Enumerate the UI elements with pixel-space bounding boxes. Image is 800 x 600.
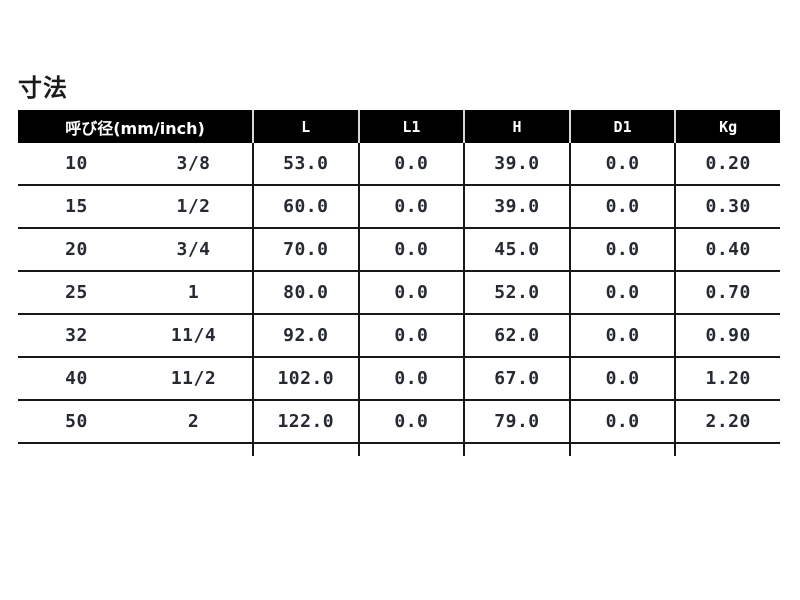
cell-H: 52.0 — [463, 272, 569, 313]
table-row: 15 1/2 60.0 0.0 39.0 0.0 0.30 — [18, 186, 780, 229]
cell-mm: 32 — [65, 325, 88, 346]
cell-D1: 0.0 — [568, 401, 675, 442]
header-cell-Kg: Kg — [674, 110, 780, 143]
stub-cell — [463, 444, 569, 456]
cell-inch: 1/2 — [176, 196, 211, 217]
cell-inch: 11/4 — [170, 325, 217, 346]
cell-Kg: 0.30 — [674, 186, 780, 227]
cell-Kg: 0.70 — [674, 272, 780, 313]
cell-H: 45.0 — [463, 229, 569, 270]
cell-L1: 0.0 — [357, 315, 464, 356]
cell-Kg: 1.20 — [674, 358, 780, 399]
cell-Kg: 0.90 — [674, 315, 780, 356]
cutoff-row-stubs — [18, 444, 780, 456]
cell-mm: 50 — [65, 411, 88, 432]
cell-Kg: 0.20 — [674, 143, 780, 184]
dimensions-table: 呼び径(mm/inch) L L1 H D1 Kg 10 3/8 53.0 0.… — [18, 110, 780, 456]
stub-cell — [18, 444, 252, 456]
stub-cell — [568, 444, 675, 456]
cell-inch: 1 — [187, 282, 200, 303]
table-body: 10 3/8 53.0 0.0 39.0 0.0 0.20 15 1/2 60.… — [18, 143, 780, 444]
table-row: 50 2 122.0 0.0 79.0 0.0 2.20 — [18, 401, 780, 444]
cell-L1: 0.0 — [357, 401, 464, 442]
cell-H: 67.0 — [463, 358, 569, 399]
cell-L: 70.0 — [252, 229, 358, 270]
cell-mm: 40 — [65, 368, 88, 389]
cell-D1: 0.0 — [568, 272, 675, 313]
header-cell-H: H — [463, 110, 569, 143]
stub-cell — [357, 444, 464, 456]
cell-inch: 2 — [187, 411, 200, 432]
table-row: 25 1 80.0 0.0 52.0 0.0 0.70 — [18, 272, 780, 315]
cell-L: 102.0 — [252, 358, 358, 399]
header-cell-L: L — [252, 110, 358, 143]
cell-L1: 0.0 — [357, 186, 464, 227]
stub-cell — [252, 444, 358, 456]
table-row: 32 11/4 92.0 0.0 62.0 0.0 0.90 — [18, 315, 780, 358]
cell-L: 92.0 — [252, 315, 358, 356]
cell-L1: 0.0 — [357, 143, 464, 184]
cell-L: 122.0 — [252, 401, 358, 442]
table-row: 40 11/2 102.0 0.0 67.0 0.0 1.20 — [18, 358, 780, 401]
table-header-row: 呼び径(mm/inch) L L1 H D1 Kg — [18, 110, 780, 143]
cell-Kg: 2.20 — [674, 401, 780, 442]
cell-Kg: 0.40 — [674, 229, 780, 270]
cell-L1: 0.0 — [357, 229, 464, 270]
cell-H: 39.0 — [463, 186, 569, 227]
cell-mm: 15 — [65, 196, 88, 217]
header-cell-D1: D1 — [568, 110, 675, 143]
cell-H: 39.0 — [463, 143, 569, 184]
cell-D1: 0.0 — [568, 143, 675, 184]
cell-L1: 0.0 — [357, 272, 464, 313]
cell-L1: 0.0 — [357, 358, 464, 399]
cell-L: 80.0 — [252, 272, 358, 313]
cell-mm: 20 — [65, 239, 88, 260]
cell-mm: 25 — [65, 282, 88, 303]
cell-D1: 0.0 — [568, 358, 675, 399]
cell-mm: 10 — [65, 153, 88, 174]
cell-D1: 0.0 — [568, 186, 675, 227]
page-title: 寸法 — [18, 74, 68, 102]
cell-L: 60.0 — [252, 186, 358, 227]
stub-cell — [674, 444, 780, 456]
cell-inch: 3/4 — [176, 239, 211, 260]
cell-D1: 0.0 — [568, 229, 675, 270]
table-row: 10 3/8 53.0 0.0 39.0 0.0 0.20 — [18, 143, 780, 186]
cell-inch: 3/8 — [176, 153, 211, 174]
header-cell-L1: L1 — [357, 110, 464, 143]
table-row: 20 3/4 70.0 0.0 45.0 0.0 0.40 — [18, 229, 780, 272]
cell-H: 79.0 — [463, 401, 569, 442]
header-cell-diameter: 呼び径(mm/inch) — [65, 118, 205, 138]
cell-inch: 11/2 — [170, 368, 217, 389]
cell-D1: 0.0 — [568, 315, 675, 356]
cell-L: 53.0 — [252, 143, 358, 184]
cell-H: 62.0 — [463, 315, 569, 356]
